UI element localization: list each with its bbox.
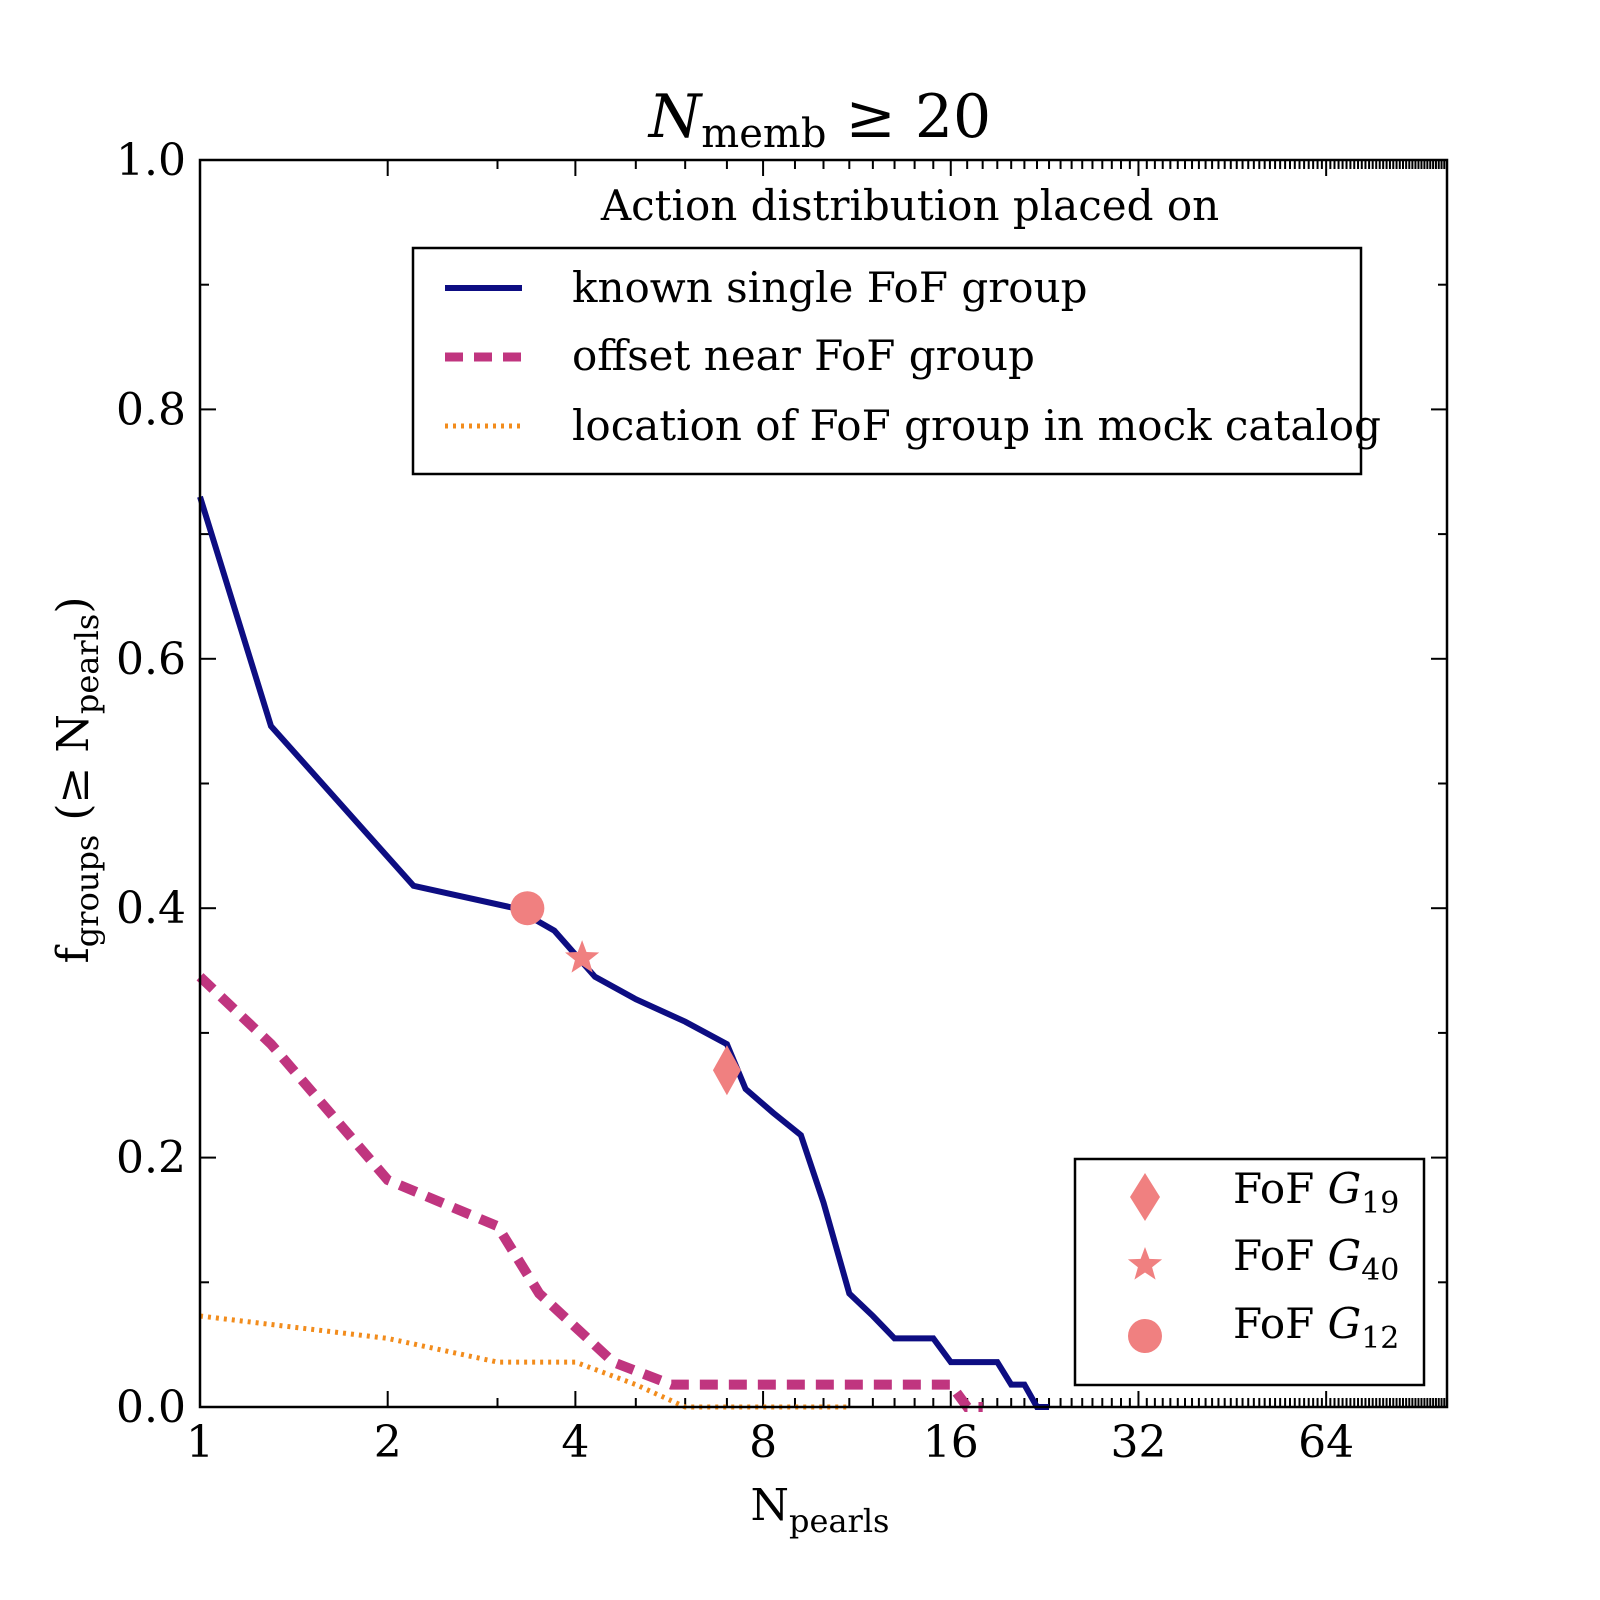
y-axis-label: fgroups (≥ Npearls) — [48, 597, 106, 964]
y-tick-label: 0.4 — [116, 883, 186, 934]
marker-legend-label-g40: FoF G40 — [1233, 1231, 1399, 1288]
marker-legend: FoF G19 FoF G40 FoF G12 — [1073, 1157, 1426, 1387]
axis-ticks: 0.0 0.2 0.4 0.6 0.8 1.0 1 2 4 8 16 32 64 — [116, 135, 1448, 1468]
y-tick-label: 1.0 — [116, 135, 186, 186]
marker-diamond-g19 — [712, 1045, 741, 1096]
series-line-dotted — [199, 1313, 850, 1410]
x-tick-label: 32 — [1110, 1417, 1166, 1468]
x-tick-label: 4 — [561, 1417, 589, 1468]
series-layer — [196, 495, 1049, 1412]
plot-frame — [198, 158, 1449, 1409]
legend-diamond-icon — [1130, 1173, 1160, 1221]
y-tick-label: 0.2 — [116, 1133, 186, 1184]
y-tick-label: 0.6 — [116, 634, 186, 685]
legend-label-offset-near: offset near FoF group — [572, 331, 1035, 380]
legend-box — [411, 246, 1363, 476]
series-line-solid — [197, 495, 1049, 1410]
marker-circle-g12 — [510, 891, 545, 926]
x-tick-label: 64 — [1298, 1417, 1354, 1468]
marker-legend-label-g12: FoF G12 — [1233, 1299, 1399, 1356]
x-axis-label: Npearls — [751, 1480, 890, 1540]
legend-label-known-single: known single FoF group — [572, 263, 1088, 312]
legend-label-location: location of FoF group in mock catalog — [572, 401, 1381, 450]
series-line-dashed — [196, 973, 983, 1412]
x-tick-label: 16 — [923, 1417, 979, 1468]
legend-circle-icon — [1128, 1319, 1162, 1353]
series-legend: Action distribution placed on known sing… — [411, 181, 1381, 476]
y-tick-label: 0.0 — [116, 1382, 186, 1433]
x-tick-label: 1 — [186, 1417, 214, 1468]
marker-star-g40 — [565, 940, 600, 973]
legend-star-icon — [1127, 1247, 1163, 1280]
marker-legend-label-g19: FoF G19 — [1233, 1164, 1399, 1221]
x-tick-label: 2 — [374, 1417, 402, 1468]
y-tick-label: 0.8 — [116, 384, 186, 435]
chart-title: Nmemb ≥ 20 — [647, 82, 991, 157]
x-tick-label: 8 — [749, 1417, 777, 1468]
legend-title: Action distribution placed on — [600, 181, 1219, 230]
marker-layer — [510, 891, 741, 1096]
